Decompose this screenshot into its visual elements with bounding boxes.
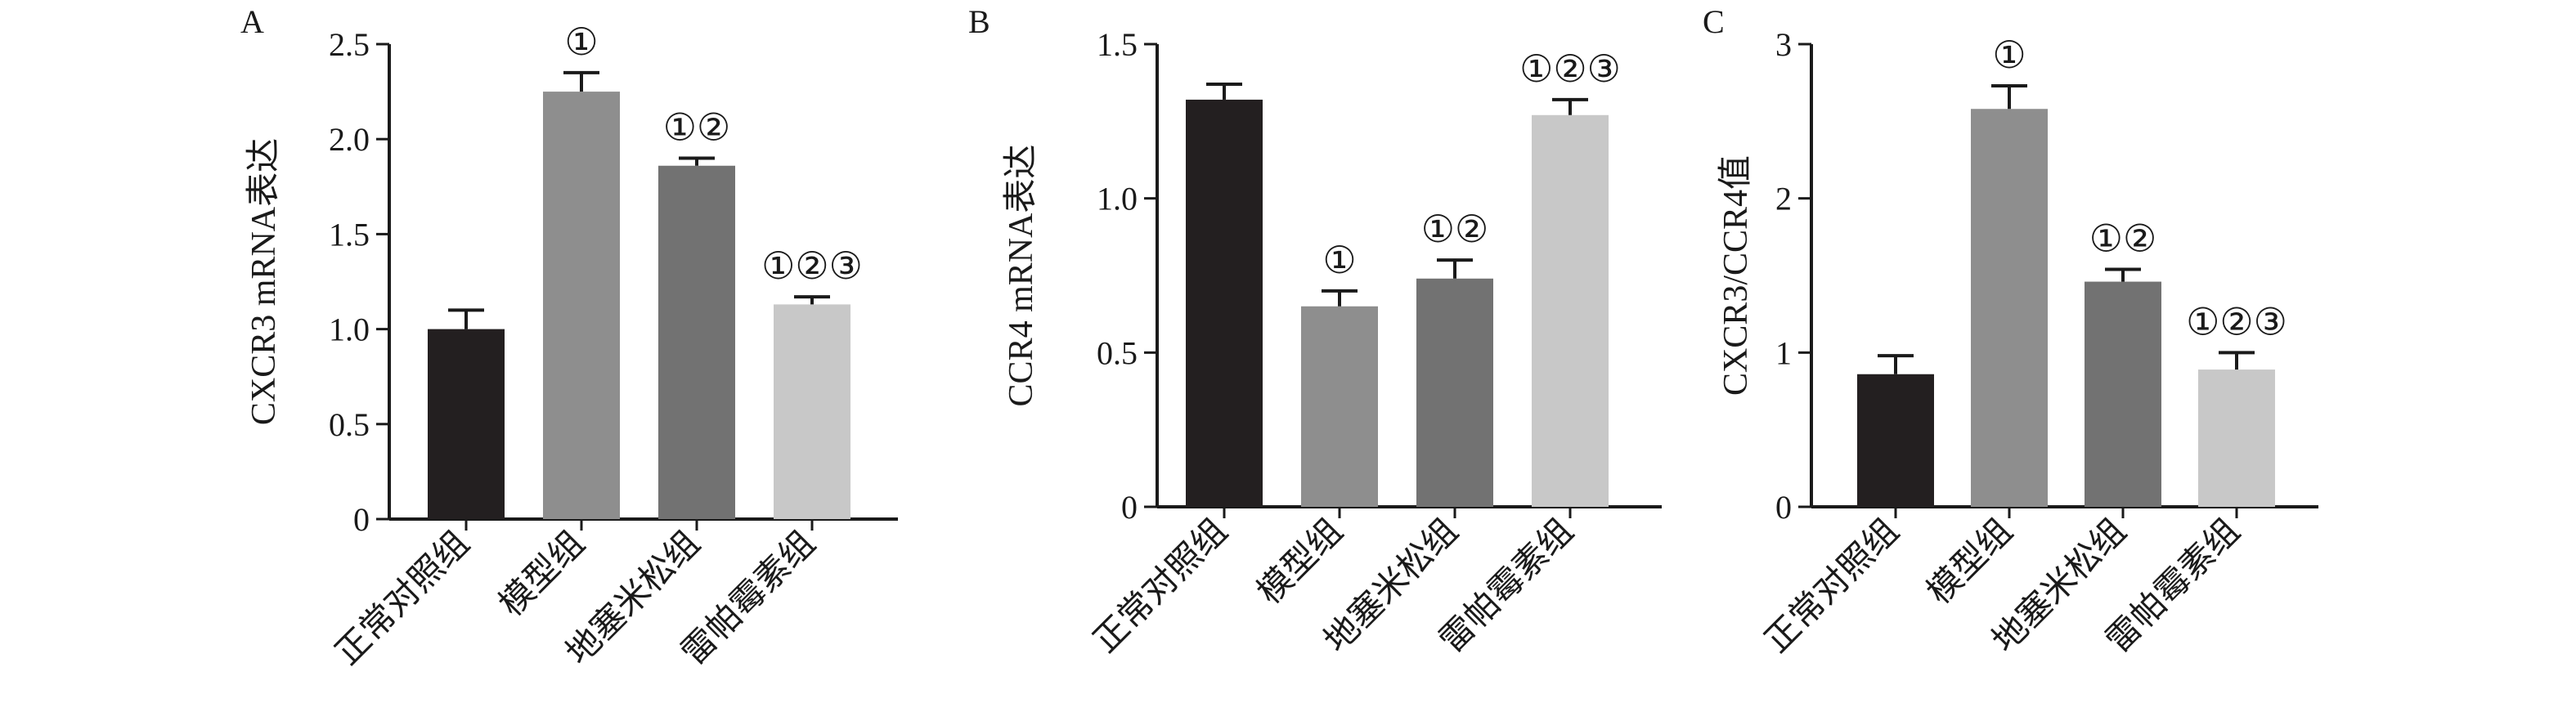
panel-letter: A [240, 3, 264, 40]
bar [658, 165, 735, 519]
y-tick-label: 0 [353, 501, 370, 538]
category-label: 模型组 [1250, 513, 1350, 612]
chart-panel-a: A CXCR3 mRNA表达 0 0.5 1.0 1.5 2.0 2.5 正常对照组 ① 模型组 ①②… [240, 3, 898, 673]
category-label: 正常对照组 [329, 525, 477, 673]
y-axis-label: CCR4 mRNA表达 [1003, 145, 1040, 407]
y-axis-label: CXCR3 mRNA表达 [245, 138, 283, 425]
significance-mark: ① [564, 21, 598, 63]
bar [2198, 369, 2275, 507]
significance-mark: ①② [1421, 208, 1488, 250]
bar [774, 304, 850, 519]
bar [1416, 278, 1493, 507]
y-tick-label: 3 [1775, 26, 1792, 63]
bar [1532, 114, 1609, 507]
bar [543, 92, 620, 520]
y-tick-label: 0.5 [1097, 334, 1138, 371]
bar [428, 329, 505, 519]
y-tick-label: 1.5 [329, 216, 370, 253]
significance-mark: ①②③ [761, 245, 863, 287]
significance-mark: ① [1992, 34, 2026, 76]
y-tick-label: 1 [1775, 334, 1792, 371]
significance-mark: ①② [2089, 217, 2156, 259]
category-label: 正常对照组 [1758, 513, 1906, 661]
bar [1971, 109, 2048, 508]
significance-mark: ①② [663, 106, 730, 148]
significance-mark: ①②③ [2186, 301, 2287, 343]
significance-mark: ①②③ [1519, 48, 1621, 90]
panel-letter: C [1703, 3, 1725, 40]
y-axis-label: CXCR3/CCR4值 [1717, 155, 1755, 396]
panel-letter: B [968, 3, 990, 40]
category-label: 正常对照组 [1087, 513, 1235, 661]
y-tick-label: 0 [1121, 489, 1138, 526]
y-tick-label: 0.5 [329, 406, 370, 443]
bar [1301, 306, 1378, 507]
y-tick-label: 1.0 [329, 311, 370, 348]
category-label: 模型组 [1920, 513, 2020, 612]
bar [1857, 374, 1934, 507]
y-tick-label: 2.0 [329, 121, 370, 158]
y-tick-label: 1.5 [1097, 26, 1138, 63]
significance-mark: ① [1322, 240, 1356, 281]
category-label: 模型组 [492, 525, 592, 625]
bar [2085, 281, 2161, 507]
bar [1186, 99, 1263, 508]
y-tick-label: 2.5 [329, 26, 370, 63]
y-tick-label: 0 [1775, 489, 1792, 526]
y-tick-label: 1.0 [1097, 181, 1138, 217]
y-tick-label: 2 [1775, 181, 1792, 217]
